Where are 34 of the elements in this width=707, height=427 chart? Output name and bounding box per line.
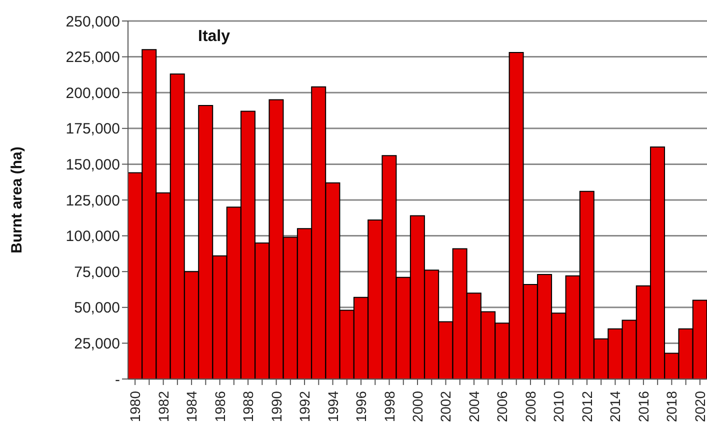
y-tick-label: 50,000 [74,300,120,317]
x-tick-label: 1982 [155,390,172,422]
y-tick-label: 25,000 [74,336,120,353]
y-tick-label: 250,000 [66,13,120,30]
x-tick-label: 1988 [240,390,256,422]
x-tick-label: 1980 [127,390,144,422]
x-tick-label: 2008 [522,390,538,422]
y-tick-label: 100,000 [66,228,120,246]
x-tick-label: 1992 [296,390,313,422]
x-tick-label: 2018 [664,390,680,422]
y-tick-label: 200,000 [66,84,120,102]
x-tick-label: 1986 [212,390,228,422]
y-tick-label: 175,000 [66,120,120,138]
x-tick-label: 1996 [353,390,370,422]
x-tick-label: 2004 [466,390,482,422]
x-tick-label: 1984 [184,390,200,422]
y-tick-label: - [115,371,120,388]
y-tick-label: 225,000 [66,49,120,66]
x-tick-label: 1990 [268,390,284,422]
x-tick-label: 2000 [410,390,426,422]
x-tick-label: 1998 [381,390,398,422]
x-tick-label: 2016 [635,390,652,422]
x-tick-label: 1994 [324,390,341,422]
chart-title: Italy [198,28,230,46]
x-tick-label: 2010 [550,390,567,422]
y-tick-label: 150,000 [66,156,120,174]
y-axis-title: Burnt area (ha) [8,146,26,254]
x-tick-label: 2014 [607,390,624,422]
x-tick-label: 2002 [438,390,454,422]
x-tick-label: 2020 [692,390,707,422]
y-tick-label: 75,000 [74,264,120,281]
x-tick-label: 2012 [578,390,595,422]
x-tick-label: 2006 [494,390,510,422]
y-tick-label: 125,000 [66,192,120,210]
